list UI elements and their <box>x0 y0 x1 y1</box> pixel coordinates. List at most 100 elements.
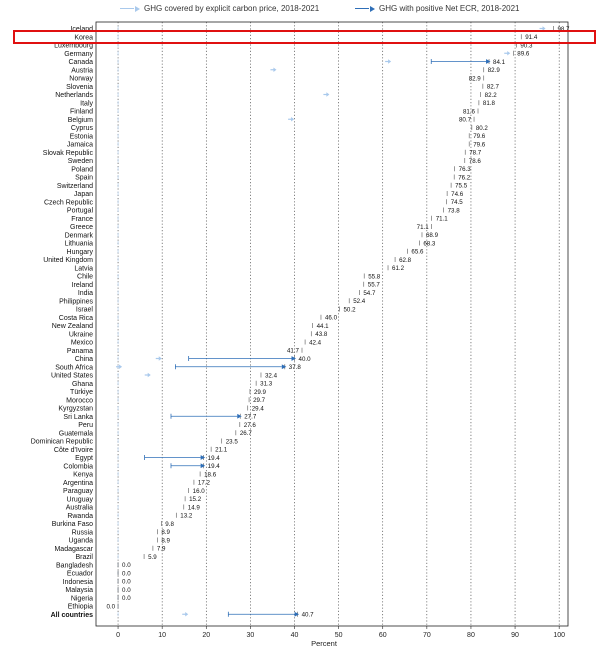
x-tick-label: 100 <box>553 632 565 639</box>
net-ecr-value-label: 82.2 <box>485 92 498 99</box>
category-label: Sri Lanka <box>63 414 93 421</box>
category-label: Ukraine <box>69 331 93 338</box>
net-ecr-value-label: 7.9 <box>157 546 166 553</box>
category-label: Norway <box>69 76 93 83</box>
category-label: Denmark <box>65 232 94 239</box>
x-tick-label: 40 <box>291 632 299 639</box>
net-ecr-value-label: 79.6 <box>473 141 486 148</box>
net-ecr-value-label: 73.8 <box>448 207 461 214</box>
category-label: China <box>75 356 93 363</box>
net-ecr-value-label: 74.5 <box>451 199 464 206</box>
x-tick-label: 60 <box>379 632 387 639</box>
category-label: United Kingdom <box>43 257 93 264</box>
net-ecr-value-label: 18.6 <box>204 471 217 478</box>
net-ecr-value-label: 40.7 <box>302 612 315 619</box>
highlight-box-korea <box>13 30 596 44</box>
net-ecr-value-label: 89.6 <box>517 51 530 58</box>
net-ecr-value-label: 82.7 <box>487 84 500 91</box>
category-label: India <box>78 290 93 297</box>
net-ecr-value-label: 27.6 <box>244 422 257 429</box>
category-label: Guatemala <box>59 430 93 437</box>
category-label: Poland <box>71 166 93 173</box>
legend-swatch-net-ecr <box>355 8 369 9</box>
x-axis-title: Percent <box>311 639 338 648</box>
net-ecr-value-label: 5.9 <box>148 554 157 561</box>
net-ecr-value-label: 29.9 <box>254 389 267 396</box>
net-ecr-value-label: 68.3 <box>423 240 436 247</box>
category-label: Hungary <box>67 249 94 256</box>
category-label: Argentina <box>63 480 93 487</box>
category-label: Philippines <box>59 298 93 305</box>
category-label: Italy <box>80 100 93 107</box>
net-ecr-value-label: 27.7 <box>244 414 257 421</box>
net-ecr-value-label: 81.8 <box>483 100 496 107</box>
category-label: Kenya <box>73 472 93 479</box>
category-label: Colombia <box>63 463 93 470</box>
category-label: Kyrgyzstan <box>58 406 93 413</box>
category-label: Malaysia <box>65 587 93 594</box>
explicit-price-arrow <box>291 117 295 122</box>
net-ecr-value-label: 82.9 <box>469 75 482 82</box>
net-ecr-value-label: 8.9 <box>161 529 170 536</box>
net-ecr-value-label: 74.6 <box>451 191 464 198</box>
net-ecr-value-label: 19.4 <box>208 455 221 462</box>
net-ecr-value-label: 23.5 <box>226 438 239 445</box>
x-tick-label: 20 <box>202 632 210 639</box>
category-label: Brazil <box>75 554 93 561</box>
net-ecr-value-label: 84.1 <box>493 59 506 66</box>
category-label: Latvia <box>74 265 93 272</box>
net-ecr-value-label: 0.0 <box>122 579 131 586</box>
category-label: Czech Republic <box>44 199 94 206</box>
net-ecr-value-label: 26.7 <box>240 430 253 437</box>
category-label: Costa Rica <box>59 315 93 322</box>
category-label: Portugal <box>67 208 94 215</box>
category-label: Sweden <box>68 158 93 165</box>
category-label: Dominican Republic <box>31 439 94 446</box>
category-label: Paraguay <box>63 488 93 495</box>
explicit-price-arrow <box>158 356 162 361</box>
category-label: Jamaica <box>67 142 93 149</box>
category-label: Madagascar <box>54 546 93 553</box>
net-ecr-value-label: 62.8 <box>399 257 412 264</box>
net-ecr-value-label: 13.2 <box>180 513 193 520</box>
category-label: Côte d'Ivoire <box>54 447 93 454</box>
net-ecr-value-label: 55.8 <box>368 273 381 280</box>
category-label: Türkiye <box>70 389 93 396</box>
category-label: Austria <box>71 67 93 74</box>
net-ecr-value-label: 0.0 <box>122 570 131 577</box>
category-label: Burkina Faso <box>52 521 93 528</box>
category-label: Spain <box>75 175 93 182</box>
x-tick-label: 10 <box>158 632 166 639</box>
explicit-price-arrow <box>507 51 511 56</box>
legend-label-explicit-price: GHG covered by explicit carbon price, 20… <box>144 4 320 13</box>
plot-frame <box>95 21 569 627</box>
category-label: Uruguay <box>67 496 94 503</box>
net-ecr-value-label: 80.7 <box>459 117 472 124</box>
category-label: Egypt <box>75 455 93 462</box>
net-ecr-value-label: 71.1 <box>417 224 430 231</box>
net-ecr-value-label: 41.7 <box>287 348 300 355</box>
category-label: United States <box>51 373 94 380</box>
x-tick-label: 0 <box>116 632 120 639</box>
net-ecr-value-label: 42.4 <box>309 339 322 346</box>
net-ecr-arrowhead <box>200 455 206 460</box>
category-label: Belgium <box>68 117 93 124</box>
legend-item-explicit-price: GHG covered by explicit carbon price, 20… <box>120 4 319 13</box>
net-ecr-arrowhead <box>237 413 242 419</box>
net-ecr-value-label: 65.6 <box>411 249 424 256</box>
net-ecr-value-label: 32.4 <box>265 372 278 379</box>
category-label: Ecuador <box>67 571 94 578</box>
net-ecr-value-label: 16.0 <box>193 488 206 495</box>
net-ecr-value-label: 14.9 <box>188 504 201 511</box>
net-ecr-value-label: 78.6 <box>469 158 482 165</box>
category-label: Uganda <box>68 538 93 545</box>
x-tick-label: 30 <box>246 632 254 639</box>
legend-arrow-net-ecr <box>370 5 375 12</box>
net-ecr-value-label: 21.1 <box>215 447 228 454</box>
net-ecr-value-label: 15.2 <box>189 496 202 503</box>
category-label: Greece <box>70 224 93 231</box>
legend-arrow-explicit-price <box>135 5 140 12</box>
net-ecr-value-label: 98.7 <box>557 26 570 33</box>
category-label: Bangladesh <box>56 562 93 569</box>
